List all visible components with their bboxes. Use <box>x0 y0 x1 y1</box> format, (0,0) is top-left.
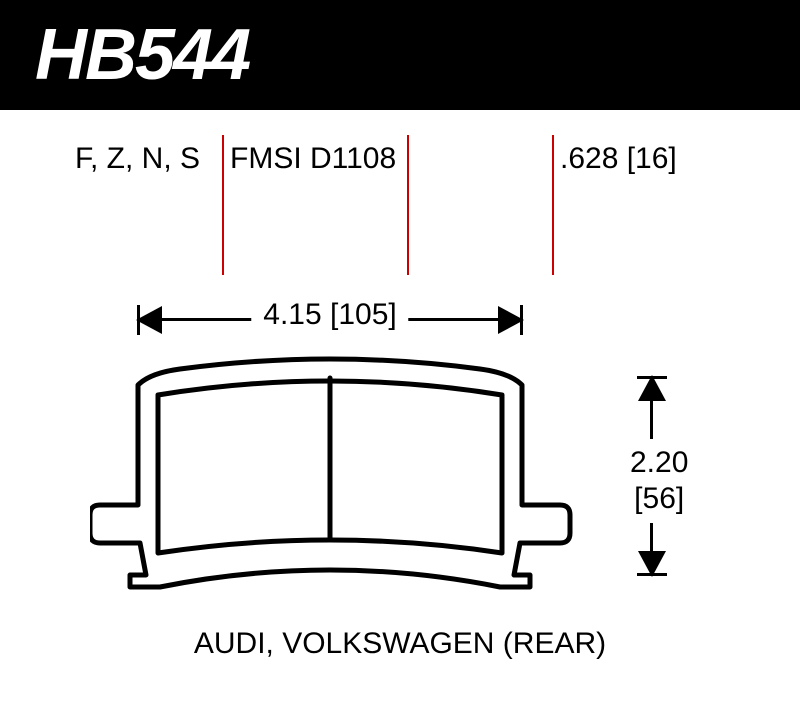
separator-line-1 <box>222 135 224 275</box>
width-dimension: 4.15 [105] <box>138 300 522 340</box>
arrow-left-icon <box>136 306 162 334</box>
separator-line-3 <box>552 135 554 275</box>
drawing-area: 4.15 [105] 2.20 [56] <box>60 300 740 640</box>
brake-pad-drawing <box>90 355 590 625</box>
width-inches: 4.15 <box>263 298 321 331</box>
width-value: 4.15 [105] <box>251 298 408 332</box>
height-value: 2.20 [56] <box>622 439 696 523</box>
fmsi-label: FMSI D1108 <box>230 142 396 176</box>
header-bar: HB544 <box>0 0 800 110</box>
height-dimension: 2.20 [56] <box>632 377 752 575</box>
application-label: AUDI, VOLKSWAGEN (REAR) <box>0 627 800 661</box>
thickness-label: .628 [16] <box>560 142 677 176</box>
diagram-content: F, Z, N, S FMSI D1108 .628 [16] 4.15 [10… <box>0 110 800 703</box>
compounds-label: F, Z, N, S <box>75 142 200 176</box>
separator-line-2 <box>407 135 409 275</box>
height-inches: 2.20 <box>630 445 688 481</box>
arrow-down-icon <box>638 551 666 577</box>
part-number: HB544 <box>35 14 249 96</box>
width-mm: [105] <box>330 298 397 331</box>
arrow-up-icon <box>638 375 666 401</box>
height-mm: [56] <box>630 481 688 517</box>
arrow-right-icon <box>498 306 524 334</box>
